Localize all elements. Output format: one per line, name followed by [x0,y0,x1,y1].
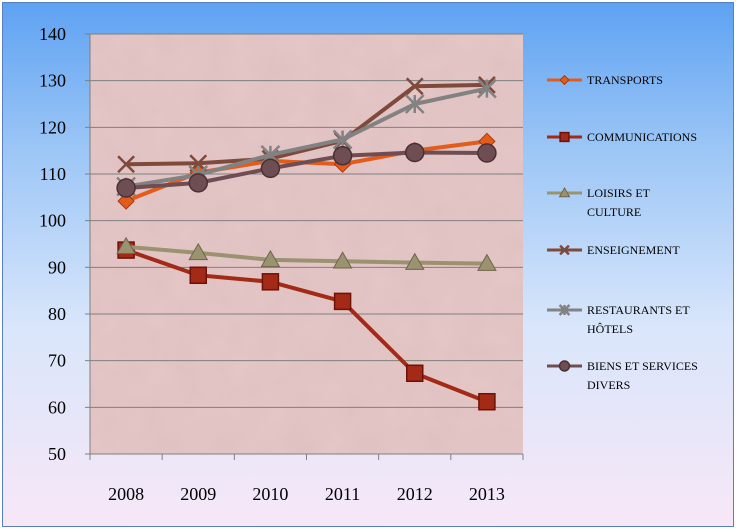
legend-label: ENSEIGNEMENT [587,243,680,257]
data-point [477,143,497,163]
y-tick-label: 80 [48,304,66,324]
series-line [124,150,489,190]
data-point [478,392,496,411]
data-point [332,251,353,269]
data-point [559,244,570,256]
legend-label: LOISIRS ET [587,186,651,200]
y-tick-label: 50 [48,444,66,464]
y-tick-label: 70 [48,351,66,371]
series-line [124,86,489,189]
series-line [124,82,489,167]
data-point [405,142,425,163]
y-tick-label: 90 [48,257,66,277]
legend-label: TRANSPORTS [587,73,663,87]
data-point [260,158,281,179]
series [116,236,497,271]
data-point [558,360,571,372]
series [116,142,497,198]
data-point [559,131,570,143]
data-point [116,236,136,255]
data-point [558,304,571,316]
data-point [117,192,135,210]
y-tick-label: 110 [40,164,66,184]
data-point [477,78,497,99]
data-point [188,242,209,261]
data-point [559,74,570,86]
data-point [404,94,425,114]
data-point [477,253,497,271]
legend-item: LOISIRS ET CULTURE [547,186,651,219]
data-point [558,187,571,198]
data-point [332,129,353,150]
y-tick-label: 60 [48,397,66,417]
legend-label: RESTAURANTS ET [587,303,690,317]
series [117,241,496,411]
series-line [124,248,489,404]
legend-label: HÔTELS [587,322,633,336]
data-point [333,292,352,311]
data-point [260,249,281,268]
x-tick-label: 2010 [252,484,288,504]
y-tick-label: 100 [39,211,66,231]
legend-label: COMMUNICATIONS [587,130,697,144]
x-tick-label: 2008 [108,484,144,504]
legend-item: RESTAURANTS ET HÔTELS [547,303,690,336]
data-point [406,364,424,383]
data-point [332,146,353,166]
data-point [405,77,424,96]
data-point [116,178,136,198]
legend-item: BIENS ET SERVICES DIVERS [547,359,698,392]
plot-texture [90,34,523,454]
x-tick-label: 2013 [469,484,505,504]
data-point [261,273,280,291]
y-tick-label: 120 [39,117,66,137]
legend-item: COMMUNICATIONS [547,130,697,144]
legend-label: DIVERS [587,378,630,392]
data-point [189,266,207,285]
legend-item: ENSEIGNEMENT [547,243,680,257]
data-point [117,155,135,174]
legend-item: TRANSPORTS [547,73,663,87]
series-line [124,244,489,266]
x-tick-label: 2011 [325,484,360,504]
y-tick-label: 140 [39,24,66,44]
x-tick-label: 2009 [180,484,216,504]
legend-label: CULTURE [587,205,641,219]
x-tick-label: 2012 [397,484,433,504]
y-tick-label: 130 [39,71,66,91]
data-point [188,173,208,193]
legend-label: BIENS ET SERVICES [587,359,698,373]
data-point [404,252,425,270]
